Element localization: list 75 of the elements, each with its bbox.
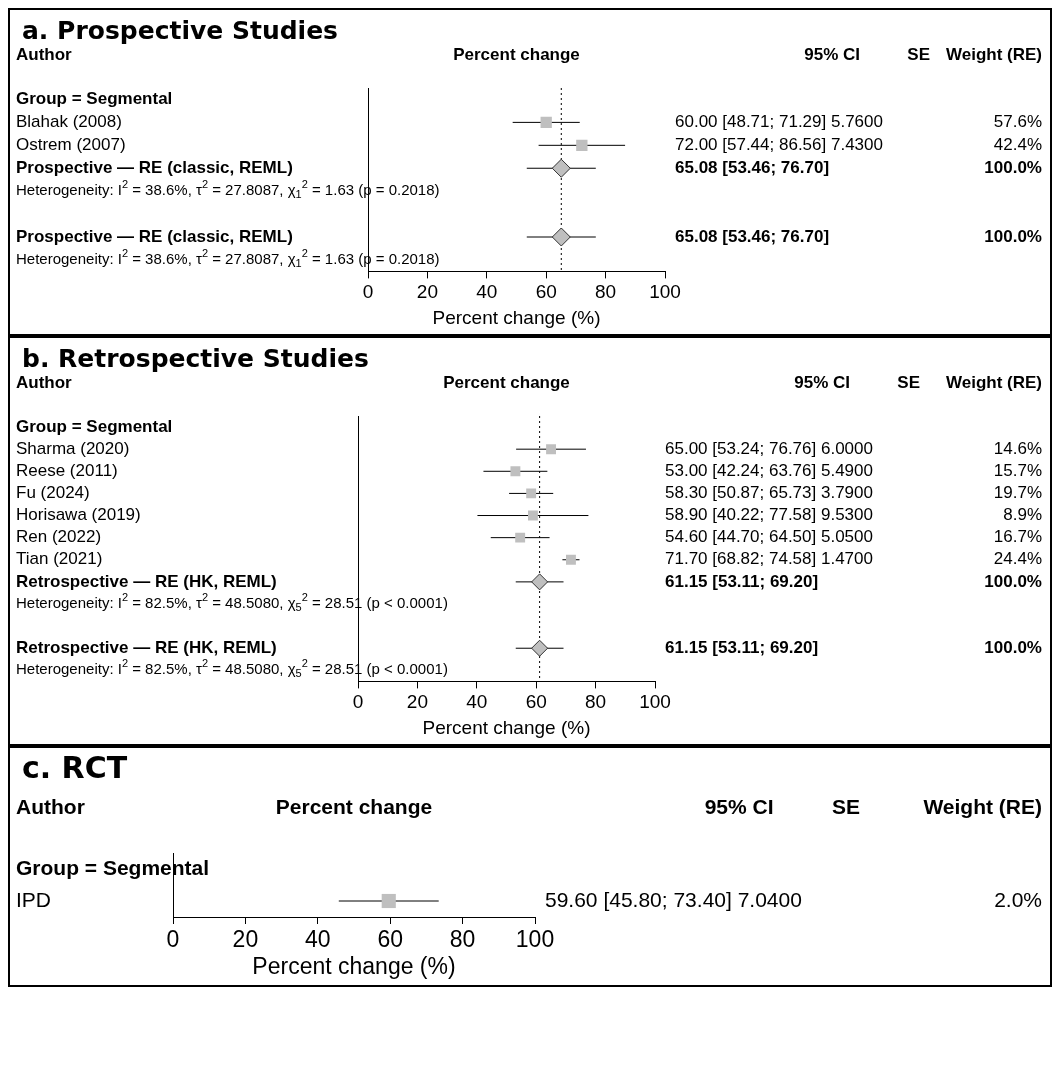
text: 53.00 [42.24; 63.76] 5.4900 15.7% <box>665 460 1042 480</box>
y-tick-label: Blahak (2008) <box>16 112 122 132</box>
x-axis-title: Percent change (%) <box>432 306 601 328</box>
y-tick-label: Retrospective — RE (HK, REML) <box>16 637 277 657</box>
x-tick-label: 100 <box>649 281 681 303</box>
x-tick-label: 80 <box>449 926 476 953</box>
point <box>546 444 556 455</box>
x-tick-label: 100 <box>515 926 555 953</box>
x-axis-title: Percent change (%) <box>252 952 456 979</box>
y-tick-label: Retrospective — RE (HK, REML) <box>16 571 277 591</box>
x-tick-label: 60 <box>535 281 557 303</box>
x-tick-label: 80 <box>585 691 607 713</box>
text: 95% CI <box>794 373 850 393</box>
point <box>515 532 526 543</box>
x-tick-label: 40 <box>466 691 488 713</box>
text: 65.08 [53.46; 76.70] 100.0% <box>675 157 1042 177</box>
x-tick-label: 0 <box>362 281 374 303</box>
text: Author <box>16 44 73 64</box>
text: 58.30 [50.87; 65.73] 3.7900 19.7% <box>665 483 1042 503</box>
text: 95% CI <box>804 44 860 64</box>
y-tick-label: Sharma (2020) <box>16 438 130 458</box>
y-tick-label: Ren (2022) <box>16 527 102 547</box>
point <box>566 554 576 565</box>
text: 65.08 [53.46; 76.70] 100.0% <box>675 226 1042 246</box>
text: 72.00 [57.44; 86.56] 7.4300 42.4% <box>675 135 1042 154</box>
x-tick-label: 40 <box>305 926 331 953</box>
text: 54.60 [44.70; 64.50] 5.0500 16.7% <box>665 527 1042 547</box>
text: SE <box>897 373 920 393</box>
text: Percent change <box>275 794 433 818</box>
text: Weight (RE) <box>923 794 1042 818</box>
x-tick-label: 20 <box>232 926 259 953</box>
x-tick-label: 0 <box>352 691 364 713</box>
x-tick-label: 100 <box>639 691 671 713</box>
point <box>510 466 521 477</box>
text: 60.00 [48.71; 71.29] 5.7600 57.6% <box>675 112 1042 132</box>
chart-title: c. RCT <box>22 749 128 785</box>
text: Author <box>16 794 85 818</box>
text: SE <box>831 794 860 818</box>
x-axis-title: Percent change (%) <box>422 716 591 738</box>
y-tick-label: Fu (2024) <box>16 483 90 503</box>
y-tick-label: Prospective — RE (classic, REML) <box>16 157 293 177</box>
y-tick-label: Reese (2011) <box>16 460 118 480</box>
y-tick-label: Horisawa (2019) <box>16 505 141 525</box>
point <box>531 573 549 591</box>
point <box>527 510 538 521</box>
point <box>526 488 537 499</box>
x-tick-label: 40 <box>476 281 498 303</box>
x-tick-label: 0 <box>166 926 180 953</box>
text: 95% CI <box>704 794 774 818</box>
y-tick-label: Group = Segmental <box>16 89 173 109</box>
x-tick-label: 20 <box>416 281 438 303</box>
x-tick-label: 80 <box>595 281 617 303</box>
text: Percent change <box>443 373 570 393</box>
y-tick-label: Prospective — RE (classic, REML) <box>16 226 293 246</box>
text: SE <box>907 44 930 64</box>
text: Weight (RE) <box>945 373 1042 393</box>
text: 61.15 [53.11; 69.20] 100.0% <box>665 571 1042 591</box>
x-tick-label: 60 <box>377 926 403 953</box>
text: Percent change <box>453 44 580 64</box>
text: 58.90 [40.22; 77.58] 9.5300 8.9% <box>665 505 1042 525</box>
x-tick-label: 60 <box>525 691 547 713</box>
y-tick-label: Ostrem (2007) <box>16 135 126 154</box>
text: 59.60 [45.80; 73.40] 7.0400 2.0% <box>545 887 1042 911</box>
point <box>531 639 549 657</box>
x-tick-label: 20 <box>406 691 428 713</box>
text: 61.15 [53.11; 69.20] 100.0% <box>665 637 1042 657</box>
text: Author <box>16 373 73 393</box>
chart-title: a. Prospective Studies <box>22 15 338 45</box>
y-tick-label: Group = Segmental <box>16 416 173 436</box>
text: 71.70 [68.82; 74.58] 1.4700 24.4% <box>665 549 1042 569</box>
text: Weight (RE) <box>945 44 1042 64</box>
y-tick-label: IPD <box>16 887 52 911</box>
chart-title: b. Retrospective Studies <box>22 343 369 373</box>
y-tick-label: Tian (2021) <box>16 549 103 569</box>
text: 65.00 [53.24; 76.76] 6.0000 14.6% <box>665 438 1042 458</box>
